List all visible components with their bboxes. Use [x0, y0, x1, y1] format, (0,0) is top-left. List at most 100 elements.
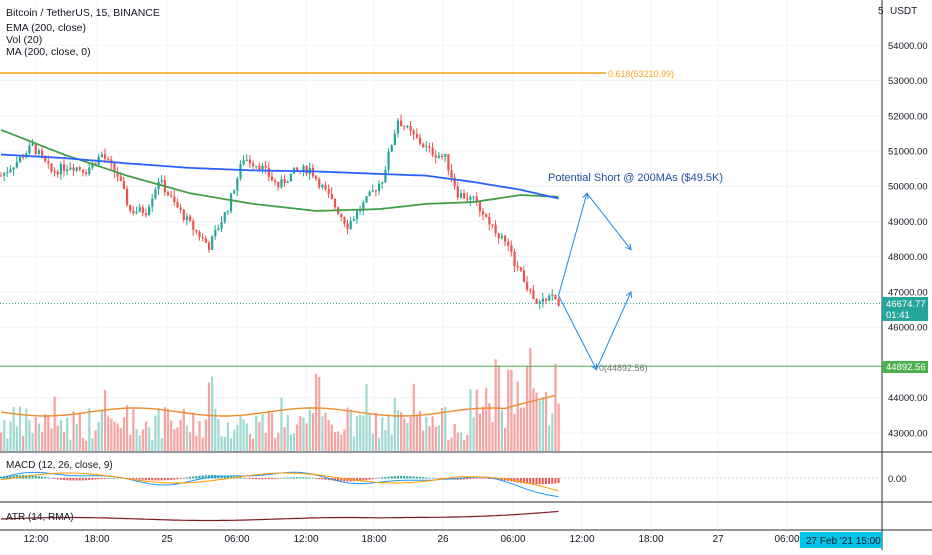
candle-body — [119, 176, 122, 181]
macd-histogram-bar — [85, 478, 88, 481]
indicator-ema-label[interactable]: EMA (200, close) — [6, 22, 86, 34]
macd-histogram-bar — [485, 478, 488, 479]
currency-selector[interactable]: USDT — [890, 6, 917, 17]
volume-bar — [362, 415, 365, 451]
macd-histogram-bar — [163, 478, 166, 481]
candle-body — [50, 163, 53, 172]
price-tick-label: 43000.00 — [888, 428, 928, 439]
volume-bar — [308, 409, 311, 451]
candle-body — [103, 154, 107, 159]
macd-histogram-bar — [72, 478, 75, 481]
macd-histogram-bar — [248, 478, 251, 479]
volume-bar — [485, 388, 488, 451]
candle-body — [91, 162, 94, 168]
candle-body — [557, 299, 560, 306]
candle-body — [494, 224, 497, 234]
candle-body — [40, 150, 44, 156]
candle-body — [488, 216, 491, 225]
x-tick-label: 06:00 — [500, 534, 525, 545]
candle-body — [141, 207, 144, 214]
price-tick-label: 53000.00 — [888, 76, 928, 87]
candle-body — [277, 181, 280, 188]
volume-bar — [289, 434, 292, 451]
indicator-vol-label[interactable]: Vol (20) — [6, 34, 42, 46]
macd-histogram-bar — [53, 478, 56, 479]
macd-histogram-bar — [107, 478, 110, 479]
macd-histogram-bar — [97, 478, 100, 480]
volume-bar — [236, 424, 239, 451]
candle-body — [116, 171, 119, 177]
candle-body — [507, 241, 510, 246]
candle-body — [252, 163, 255, 166]
macd-histogram-bar — [437, 478, 440, 479]
volume-bar — [472, 417, 475, 451]
macd-histogram-bar — [390, 476, 393, 479]
volume-bar — [494, 359, 497, 451]
current-price-value: 46674.77 — [886, 299, 926, 310]
volume-bar — [513, 413, 516, 451]
candle-body — [6, 172, 9, 174]
macd-histogram-bar — [264, 478, 267, 480]
candle-body — [340, 213, 343, 218]
volume-bar — [56, 425, 59, 451]
volume-ma-line — [0, 394, 556, 417]
macd-histogram-bar — [201, 475, 204, 479]
candle-body — [63, 164, 66, 171]
candle-body — [274, 180, 277, 182]
candle-body — [343, 217, 346, 224]
macd-histogram-bar — [217, 475, 220, 479]
currency-prefix-icon[interactable]: 5 — [878, 6, 884, 17]
volume-bar — [50, 428, 53, 451]
macd-histogram-bar — [34, 475, 37, 479]
candle-body — [437, 155, 441, 158]
macd-histogram-bar — [103, 478, 106, 479]
volume-bar — [516, 381, 519, 451]
macd-histogram-bar — [368, 478, 371, 480]
atr-label[interactable]: ATR (14, RMA) — [6, 512, 74, 523]
macd-histogram-bar — [441, 478, 443, 479]
volume-bar — [66, 417, 69, 451]
volume-bar — [406, 423, 409, 451]
volume-bar — [283, 427, 286, 451]
candle-body — [513, 251, 516, 267]
candle-body — [522, 270, 526, 283]
volume-bar — [390, 434, 393, 451]
macd-histogram-bar — [554, 478, 557, 484]
candle-body — [132, 210, 135, 214]
price-tick-label: 44000.00 — [888, 393, 928, 404]
macd-histogram-bar — [343, 478, 346, 482]
crosshair-time-value: 27 Feb '21 15:00 — [806, 536, 881, 547]
volume-bar — [500, 409, 504, 451]
indicator-ma-label[interactable]: MA (200, close, 0) — [6, 46, 91, 58]
macd-histogram-bar — [302, 477, 305, 479]
candle-body — [349, 220, 352, 229]
macd-histogram-bar — [374, 478, 377, 479]
volume-bar — [37, 423, 40, 451]
macd-histogram-bar — [151, 478, 154, 481]
candle-body — [318, 179, 321, 188]
symbol-title[interactable]: Bitcoin / TetherUS, 15, BINANCE — [6, 7, 160, 19]
volume-bar — [337, 431, 340, 451]
macd-histogram-bar — [340, 478, 343, 482]
volume-bar — [292, 433, 296, 451]
potential-short-annotation[interactable]: Potential Short @ 200MAs ($49.5K) — [548, 172, 723, 184]
volume-bar — [393, 398, 396, 451]
candle-body — [554, 294, 557, 300]
candle-body — [497, 233, 500, 239]
candle-body — [214, 230, 217, 237]
fib-levels — [0, 72, 882, 367]
volume-bar — [267, 410, 270, 451]
macd-histogram-bar — [305, 477, 308, 479]
macd-histogram-bar — [551, 478, 554, 484]
macd-histogram-bar — [220, 475, 223, 479]
macd-label[interactable]: MACD (12, 26, close, 9) — [6, 460, 113, 471]
macd-histogram-bar — [475, 478, 478, 479]
volume-bar — [384, 430, 387, 451]
candle-body — [478, 201, 481, 212]
volume-bar — [242, 419, 245, 451]
candle-body — [129, 204, 132, 211]
candle-body — [412, 130, 415, 135]
candle-body — [12, 167, 15, 170]
volume-bar — [185, 425, 189, 451]
